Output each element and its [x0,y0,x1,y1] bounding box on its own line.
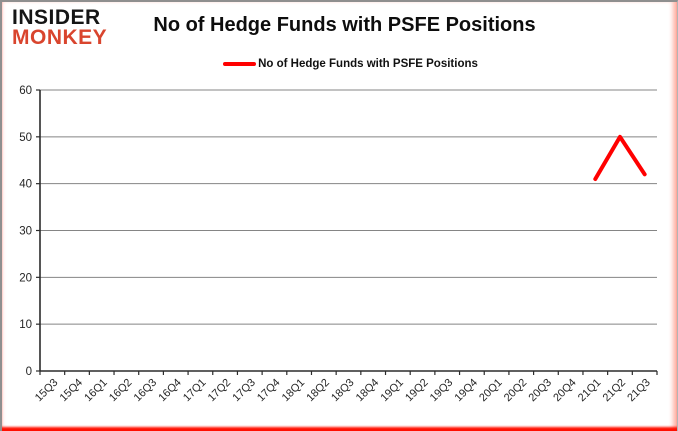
svg-text:18Q2: 18Q2 [304,377,332,405]
svg-text:16Q3: 16Q3 [132,377,160,405]
svg-text:50: 50 [19,132,32,144]
legend-label: No of Hedge Funds with PSFE Positions [258,58,478,70]
logo-text-monkey: MONKEY [12,25,108,49]
svg-text:20Q3: 20Q3 [527,377,555,405]
svg-text:17Q2: 17Q2 [206,377,234,405]
svg-text:60: 60 [19,85,32,97]
svg-text:19Q2: 19Q2 [403,377,431,405]
svg-text:15Q4: 15Q4 [58,377,86,405]
svg-text:21Q2: 21Q2 [601,377,629,405]
svg-text:0: 0 [26,366,32,378]
svg-text:20Q2: 20Q2 [502,377,530,405]
svg-text:17Q1: 17Q1 [181,377,209,405]
svg-text:19Q1: 19Q1 [378,377,406,405]
chart-title: No of Hedge Funds with PSFE Positions [153,14,536,36]
svg-text:16Q1: 16Q1 [82,377,110,405]
svg-text:17Q4: 17Q4 [255,377,283,405]
svg-text:16Q4: 16Q4 [156,377,184,405]
svg-text:10: 10 [19,319,32,331]
svg-text:16Q2: 16Q2 [107,377,135,405]
svg-text:15Q3: 15Q3 [33,377,61,405]
svg-text:30: 30 [19,226,32,238]
svg-text:18Q1: 18Q1 [280,377,308,405]
svg-text:20: 20 [19,272,32,284]
svg-text:20Q4: 20Q4 [551,377,579,405]
legend-line-marker [223,62,257,66]
svg-text:18Q4: 18Q4 [354,377,382,405]
legend: No of Hedge Funds with PSFE Positions [42,58,659,70]
svg-text:17Q3: 17Q3 [230,377,258,405]
svg-text:19Q4: 19Q4 [452,377,480,405]
svg-text:20Q1: 20Q1 [477,377,505,405]
svg-text:40: 40 [19,179,32,191]
svg-text:18Q3: 18Q3 [329,377,357,405]
svg-text:21Q1: 21Q1 [576,377,604,405]
svg-text:19Q3: 19Q3 [428,377,456,405]
insider-monkey-logo: INSIDER MONKEY [12,6,108,49]
svg-text:21Q3: 21Q3 [625,377,653,405]
logo-text-insider: INSIDER [12,6,101,29]
